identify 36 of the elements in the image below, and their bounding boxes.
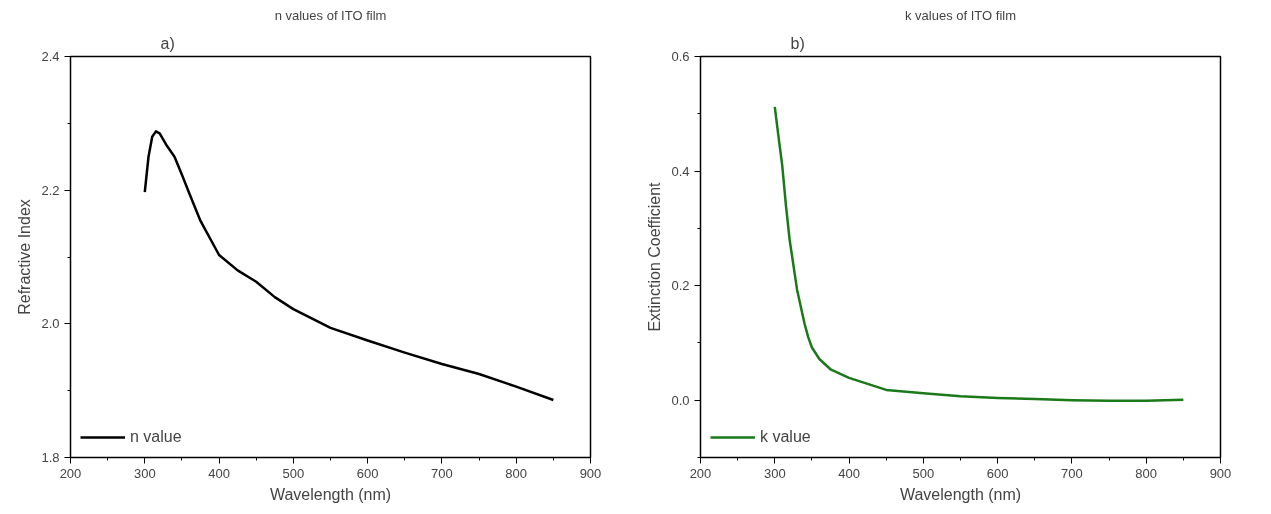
y-tick-label: 0.6 (671, 49, 690, 64)
x-tick-label: 400 (838, 465, 860, 481)
y-tick-label: 1.8 (41, 450, 60, 465)
y-tick-label: 2.0 (41, 316, 60, 332)
y-tick-label: 0.0 (671, 392, 690, 408)
x-tick-label: 900 (579, 465, 602, 481)
chart-title: n values of ITO film (274, 7, 387, 23)
x-tick-label: 700 (431, 465, 453, 481)
x-tick-label: 200 (59, 465, 82, 481)
text: b) (790, 34, 805, 52)
y-axis-title: Extinction Coefficient (646, 181, 664, 332)
line-series (143, 130, 555, 402)
chart-title: k values of ITO film (904, 7, 1017, 23)
x-tick-label: 200 (689, 465, 712, 481)
legend-label: n value (130, 428, 182, 446)
x-axis-title: Wavelength (nm) (269, 485, 392, 503)
x-tick-label: 900 (1209, 465, 1232, 481)
x-tick-label: 300 (763, 465, 786, 481)
x-tick-label: 600 (356, 465, 379, 481)
x-tick-label: 800 (505, 465, 528, 481)
y-axis-title: Refractive Index (16, 199, 34, 315)
x-tick-label: 300 (133, 465, 156, 481)
y-tick-label: 2.4 (41, 49, 60, 64)
x-tick-label: 800 (1135, 465, 1158, 481)
x-tick-label: 400 (208, 465, 230, 481)
x-tick-label: 600 (986, 465, 1009, 481)
x-tick-label: 500 (282, 465, 305, 481)
y-tick-label: 2.2 (41, 182, 60, 198)
x-axis-title: Wavelength (nm) (899, 485, 1022, 503)
y-tick-label: 0.2 (671, 278, 690, 294)
x-tick-label: 500 (912, 465, 935, 481)
y-tick-label: 0.4 (671, 163, 690, 179)
legend-label: k value (760, 428, 811, 446)
x-tick-label: 700 (1061, 465, 1083, 481)
line-series (773, 105, 1185, 403)
text: a) (160, 34, 175, 52)
